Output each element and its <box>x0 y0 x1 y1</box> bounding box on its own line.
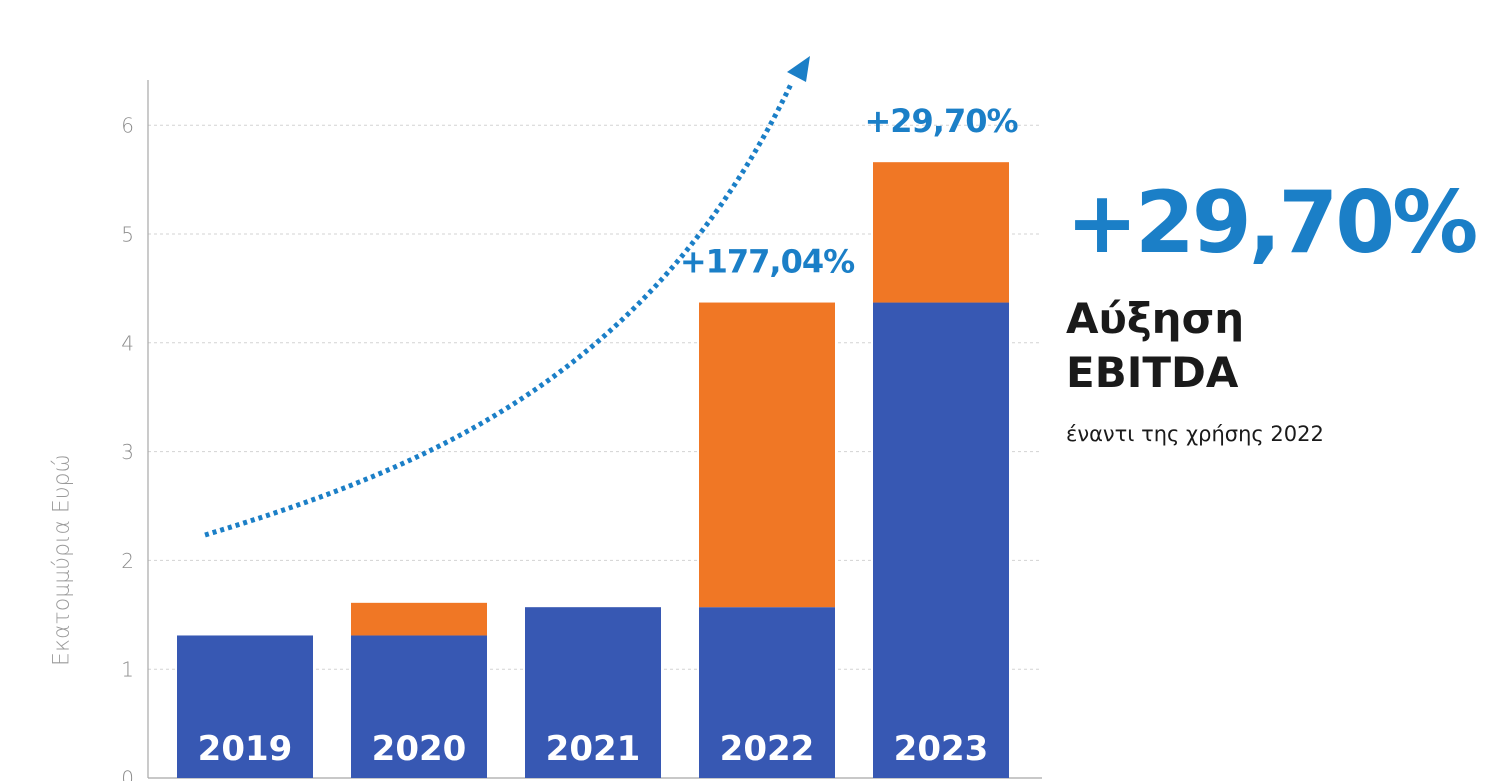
trend-arrow <box>204 56 810 538</box>
bar-segment-2023-series-2 <box>873 162 1009 303</box>
y-axis-label: Εκατομμύρια Ευρώ <box>49 454 75 666</box>
bars <box>177 162 1009 778</box>
comparison-note: έναντι της χρήσης 2022 <box>1066 422 1324 446</box>
trend-arrow-line <box>204 80 795 538</box>
bar-segment-2021-series-1 <box>525 607 661 778</box>
growth-annotation-2022: +177,04% <box>680 243 855 281</box>
bar-segment-2023-series-1 <box>873 302 1009 778</box>
trend-arrow-head <box>787 56 810 82</box>
category-label-2022: 2022 <box>720 729 815 769</box>
y-tick-label: 0 <box>121 767 134 781</box>
subtitle: Αύξηση EBITDA <box>1066 292 1506 400</box>
bar-segment-2022-series-1 <box>699 607 835 778</box>
subtitle-line-2: EBITDA <box>1066 348 1239 397</box>
subtitle-line-1: Αύξηση <box>1066 294 1245 343</box>
headline-percentage: +29,70% <box>1066 173 1478 273</box>
bar-segment-2020-series-1 <box>351 635 487 778</box>
side-panel: +29,70% Αύξηση EBITDA έναντι της χρήσης … <box>1066 168 1506 446</box>
bar-segment-2020-series-2 <box>351 602 487 636</box>
growth-annotation-2023: +29,70% <box>864 102 1018 140</box>
bar-segment-2022-series-2 <box>699 302 835 608</box>
category-label-2021: 2021 <box>546 729 641 769</box>
y-tick-label: 3 <box>121 440 134 464</box>
y-tick-label: 6 <box>121 114 134 138</box>
y-tick-labels: 0 1 2 3 4 5 6 <box>121 114 134 781</box>
category-labels: 2019 2020 2021 2022 2023 <box>198 729 989 769</box>
bar-segment-2019-series-1 <box>177 635 313 778</box>
category-label-2019: 2019 <box>198 729 293 769</box>
y-tick-label: 5 <box>121 223 134 247</box>
y-tick-label: 4 <box>121 331 134 355</box>
category-label-2023: 2023 <box>894 729 989 769</box>
annotations: +177,04% +29,70% <box>680 102 1020 281</box>
y-tick-label: 1 <box>121 658 134 682</box>
category-label-2020: 2020 <box>372 729 467 769</box>
y-tick-label: 2 <box>121 549 134 573</box>
